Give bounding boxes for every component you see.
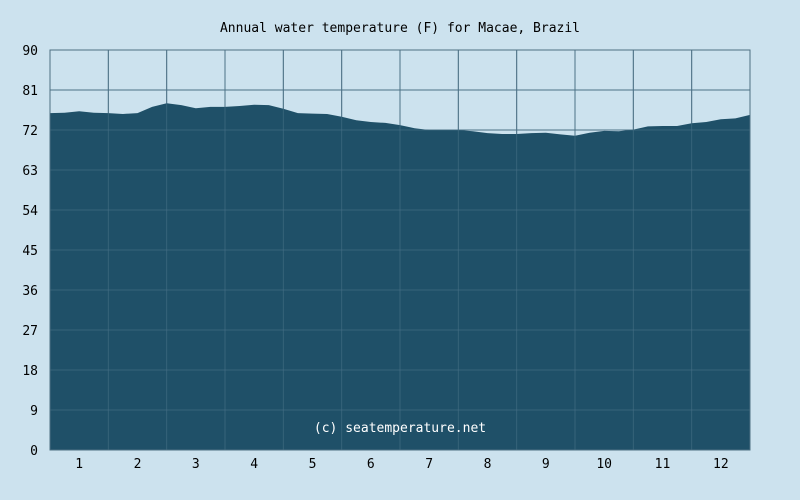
y-tick-label: 81 (22, 84, 38, 99)
x-tick-label: 12 (713, 457, 729, 472)
y-tick-label: 18 (22, 364, 38, 379)
y-tick-label: 90 (22, 44, 38, 59)
x-tick-label: 6 (367, 457, 375, 472)
x-tick-label: 3 (192, 457, 200, 472)
x-tick-label: 2 (134, 457, 142, 472)
y-tick-label: 45 (22, 244, 38, 259)
y-tick-label: 27 (22, 324, 38, 339)
x-tick-label: 7 (425, 457, 433, 472)
x-tick-label: 1 (75, 457, 83, 472)
y-tick-label: 54 (22, 204, 38, 219)
x-tick-label: 4 (250, 457, 258, 472)
y-tick-label: 36 (22, 284, 38, 299)
x-tick-label: 5 (309, 457, 317, 472)
y-tick-label: 63 (22, 164, 38, 179)
y-tick-label: 0 (30, 444, 38, 459)
x-tick-label: 10 (596, 457, 612, 472)
x-tick-label: 9 (542, 457, 550, 472)
watermark: (c) seatemperature.net (314, 421, 486, 436)
chart-title: Annual water temperature (F) for Macae, … (220, 21, 580, 36)
plot-border (49, 49, 751, 451)
y-tick-label: 9 (30, 404, 38, 419)
x-tick-label: 11 (655, 457, 671, 472)
x-tick-label: 8 (484, 457, 492, 472)
y-tick-label: 72 (22, 124, 38, 139)
